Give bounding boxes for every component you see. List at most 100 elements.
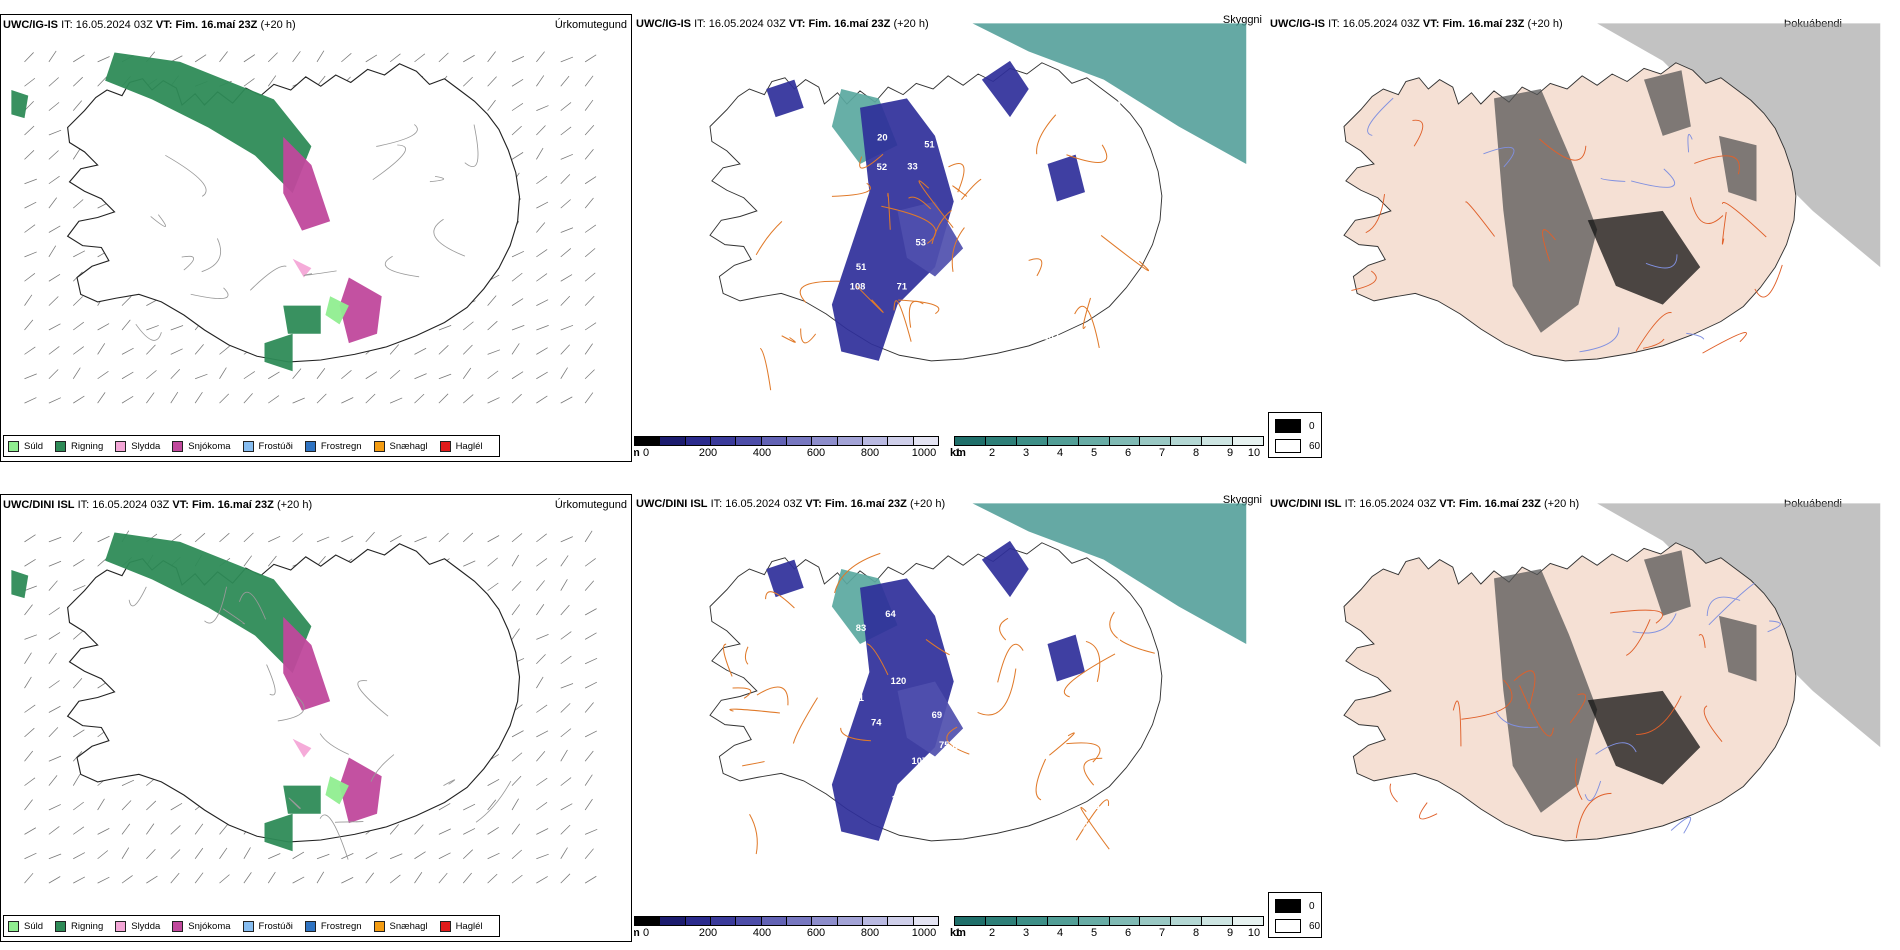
road xyxy=(918,180,954,228)
wind-barb xyxy=(121,347,134,355)
colorbar-cell xyxy=(888,917,914,925)
colorbar-cell xyxy=(837,917,863,925)
road xyxy=(951,227,965,272)
wind-barb xyxy=(72,296,83,306)
wind-barb xyxy=(48,607,60,616)
wind-barb xyxy=(462,849,474,860)
wind-barb xyxy=(462,872,472,884)
river xyxy=(204,586,227,624)
wind-barb xyxy=(584,99,594,111)
colorbar-tick: 10 xyxy=(1247,447,1261,459)
cloud-base-label: 37 xyxy=(1070,749,1080,759)
river xyxy=(1687,133,1693,153)
wind-barb xyxy=(72,751,83,762)
river xyxy=(1670,816,1692,834)
wind-barb xyxy=(584,176,597,185)
river xyxy=(370,754,395,782)
wind-barb xyxy=(24,750,34,762)
wind-barb xyxy=(73,250,86,258)
wind-barb xyxy=(438,532,449,543)
wind-barb xyxy=(316,536,330,543)
wind-barb xyxy=(438,872,448,884)
wind-barb xyxy=(97,370,109,380)
low-cloud-area xyxy=(831,578,954,841)
legend-item: Slydda xyxy=(115,920,160,932)
wind-barb xyxy=(584,272,596,282)
fog-index-legend: 0 60 xyxy=(1268,892,1322,938)
wind-barb xyxy=(536,676,544,689)
cloud-base-label: 18 xyxy=(1034,653,1044,663)
colorbar-tick: 1000 xyxy=(911,447,937,459)
cloud-base-label: 90 xyxy=(1079,254,1089,264)
river xyxy=(1645,254,1678,269)
colorbar-tick: 0 xyxy=(642,447,650,459)
colorbar-tick: 7 xyxy=(1158,927,1166,939)
cloud-base-label: 51 xyxy=(856,262,866,272)
wind-barb xyxy=(536,802,548,811)
precip-area xyxy=(105,52,312,194)
wind-barb xyxy=(536,533,547,543)
wind-barb xyxy=(560,102,572,111)
cloud-base-label: 52 xyxy=(1078,822,1088,832)
vt-value: Fim. 16.maí 23Z xyxy=(175,19,258,31)
wind-barb xyxy=(316,393,327,404)
road xyxy=(1703,705,1723,742)
legend-swatch xyxy=(304,920,316,932)
it-label: IT: xyxy=(77,499,90,511)
fog-legend-label: 60 xyxy=(1309,920,1321,932)
wind-barb xyxy=(511,251,525,258)
wind-barb xyxy=(560,367,568,379)
colorbar-cell xyxy=(837,437,863,445)
road xyxy=(1721,211,1727,245)
river xyxy=(190,287,229,300)
cloud-base-label: 84 xyxy=(938,795,949,805)
vt-value: Fim. 16.maí 23Z xyxy=(1442,18,1525,30)
wind-barb xyxy=(316,853,330,860)
colorbar-cell xyxy=(955,437,986,445)
cloud-base-label: 74 xyxy=(871,718,882,728)
low-cloud-area xyxy=(1047,154,1085,202)
wind-barb xyxy=(536,876,548,884)
wind-barb xyxy=(487,852,500,860)
cloud-base-label: 69 xyxy=(932,710,942,720)
wind-barb xyxy=(316,368,326,379)
colorbar-cell xyxy=(955,917,986,925)
wind-barb xyxy=(243,555,252,567)
wind-barb xyxy=(584,750,594,762)
cloud-base-colorbar: 0 200 400 600 800 1000 m xyxy=(634,436,939,460)
colorbar-cell xyxy=(1140,917,1172,925)
wind-barb xyxy=(341,877,354,884)
wind-barb xyxy=(560,248,572,258)
wind-barb xyxy=(219,874,230,884)
wind-barb xyxy=(292,397,305,404)
colorbar-tick: 400 xyxy=(752,927,772,939)
wind-barb xyxy=(73,54,85,63)
cloud-base-label: 67 xyxy=(946,121,956,131)
precip-area xyxy=(325,296,349,325)
wind-barb xyxy=(48,652,57,664)
wind-barb xyxy=(536,395,548,404)
lead-time: (+20 h) xyxy=(909,498,946,510)
precip-area xyxy=(105,532,312,674)
colorbar-tick: 200 xyxy=(698,927,718,939)
wind-barb xyxy=(511,56,525,63)
wind-barb xyxy=(487,557,498,567)
legend-item: Snjókoma xyxy=(172,920,231,932)
colorbar-cell xyxy=(862,437,889,445)
vt-value: Fim. 16.maí 23Z xyxy=(191,499,274,511)
wind-barb xyxy=(584,608,597,616)
wind-barb xyxy=(389,344,400,355)
wind-barb xyxy=(292,51,301,63)
panel-field-name: Úrkomutegund xyxy=(554,19,627,31)
colorbar-tick: 600 xyxy=(806,447,826,459)
road xyxy=(1066,144,1108,163)
road xyxy=(1082,297,1092,329)
vt-label: VT: xyxy=(805,498,822,510)
it-value: 16.05.2024 03Z xyxy=(92,499,170,511)
legend-item: Rigning xyxy=(55,440,103,452)
wind-barb xyxy=(511,823,521,835)
river xyxy=(1579,327,1620,353)
it-value: 16.05.2024 03Z xyxy=(725,498,803,510)
wind-barb xyxy=(560,579,568,591)
road xyxy=(999,617,1009,641)
